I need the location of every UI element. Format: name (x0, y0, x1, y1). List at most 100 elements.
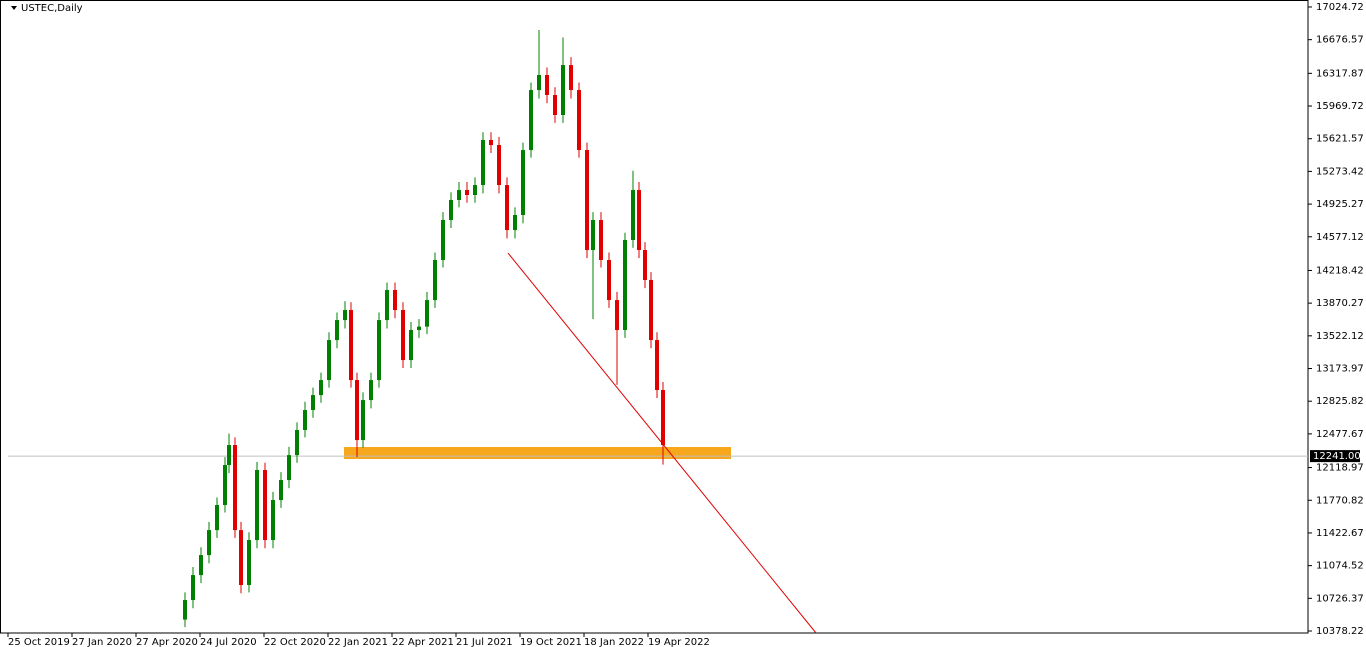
candle-body (631, 190, 635, 240)
y-tick-label: 15969.72 (1316, 101, 1364, 112)
candle-body (637, 190, 641, 251)
candle-body (355, 380, 359, 441)
candle-body (473, 185, 477, 196)
candle-body (361, 400, 365, 441)
x-tick-label: 21 Jul 2021 (456, 637, 513, 647)
candle-body (433, 259, 437, 301)
candle-body (215, 505, 219, 531)
candle-body (643, 250, 647, 280)
x-tick-label: 18 Jan 2022 (584, 637, 644, 647)
candle-body (183, 600, 187, 620)
y-tick-label: 17024.72 (1316, 2, 1364, 13)
y-tick-label: 10726.37 (1316, 593, 1364, 604)
candle-body (569, 65, 573, 91)
x-tick-label: 27 Jan 2020 (72, 637, 132, 647)
y-tick-label: 15273.42 (1316, 166, 1364, 177)
candle-body (199, 555, 203, 576)
price-label: 12241.00 (1313, 451, 1361, 462)
candle-body (401, 310, 405, 361)
x-tick-label: 27 Apr 2020 (136, 637, 198, 647)
candle-body (481, 139, 485, 186)
candle-body (561, 65, 565, 116)
y-tick-label: 12118.97 (1316, 463, 1364, 474)
candle-body (327, 340, 331, 381)
candle-body (457, 190, 461, 200)
trend-line (507, 252, 817, 634)
candle-body (377, 320, 381, 381)
candle-body (505, 185, 509, 231)
x-tick-label: 19 Oct 2021 (520, 637, 582, 647)
y-tick-label: 11074.52 (1316, 561, 1364, 572)
candle-body (585, 150, 589, 251)
candle-body (207, 530, 211, 556)
candle-body (349, 310, 353, 381)
candle-body (247, 540, 251, 586)
y-tick-label: 11422.67 (1316, 528, 1364, 539)
candle-body (607, 259, 611, 301)
candle-body (591, 219, 595, 251)
x-tick-label: 22 Jan 2021 (328, 637, 388, 647)
y-tick-label: 12477.67 (1316, 429, 1364, 440)
menu-arrow[interactable] (11, 6, 17, 10)
x-tick-label: 25 Oct 2019 (8, 637, 70, 647)
candle-body (271, 500, 275, 541)
candle-body (287, 455, 291, 481)
candle-body (449, 199, 453, 220)
candle-body (425, 300, 429, 327)
candle-body (255, 470, 259, 541)
candle-body (417, 326, 421, 331)
candle-body (577, 90, 581, 151)
y-tick-label: 12825.82 (1316, 396, 1364, 407)
y-tick-label: 13522.12 (1316, 331, 1364, 342)
candle-body (655, 340, 659, 391)
candle-body (599, 219, 603, 260)
candle-body (513, 215, 517, 231)
candle-body (521, 150, 525, 216)
price-label-box (1310, 450, 1360, 463)
y-tick-label: 14577.12 (1316, 232, 1364, 243)
candle-body (649, 279, 653, 341)
candle-body (537, 75, 541, 91)
candle-body (239, 530, 243, 586)
candle-body (393, 290, 397, 311)
x-tick-label: 24 Jul 2020 (200, 637, 257, 647)
y-tick-label: 13870.27 (1316, 298, 1364, 309)
y-tick-label: 11770.82 (1316, 495, 1364, 506)
chart-title: USTEC,Daily (21, 3, 83, 14)
x-tick-label: 19 Apr 2022 (648, 637, 710, 647)
candle-body (263, 470, 267, 541)
y-tick-label: 16317.87 (1316, 68, 1364, 79)
candle-body (311, 395, 315, 411)
candle-body (223, 465, 227, 506)
candle-body (343, 310, 347, 321)
plot-frame (0, 0, 1309, 634)
y-tick-label: 14925.27 (1316, 199, 1364, 210)
candle-body (497, 145, 501, 186)
y-tick-label: 13173.97 (1316, 364, 1364, 375)
candle-body (545, 75, 549, 96)
candle-body (279, 480, 283, 501)
candle-body (335, 320, 339, 341)
x-tick-label: 22 Apr 2021 (392, 637, 454, 647)
candle-body (227, 445, 231, 466)
candle-body (529, 90, 533, 151)
candle-body (623, 239, 627, 331)
candle-body (191, 575, 195, 601)
candle-body (615, 300, 619, 331)
candle-body (369, 380, 373, 401)
candle-body (409, 330, 413, 361)
candle-body (303, 410, 307, 431)
candle-body (295, 430, 299, 456)
candle-body (319, 380, 323, 396)
y-tick-label: 15621.57 (1316, 134, 1364, 145)
y-tick-label: 10378.22 (1316, 626, 1364, 637)
y-tick-label: 14218.42 (1316, 265, 1364, 276)
candle-body (465, 190, 469, 196)
candle-body (385, 290, 389, 321)
y-tick-label: 16676.57 (1316, 35, 1364, 46)
candle-body (661, 390, 665, 446)
x-tick-label: 22 Oct 2020 (264, 637, 326, 647)
candle-body (553, 95, 557, 116)
